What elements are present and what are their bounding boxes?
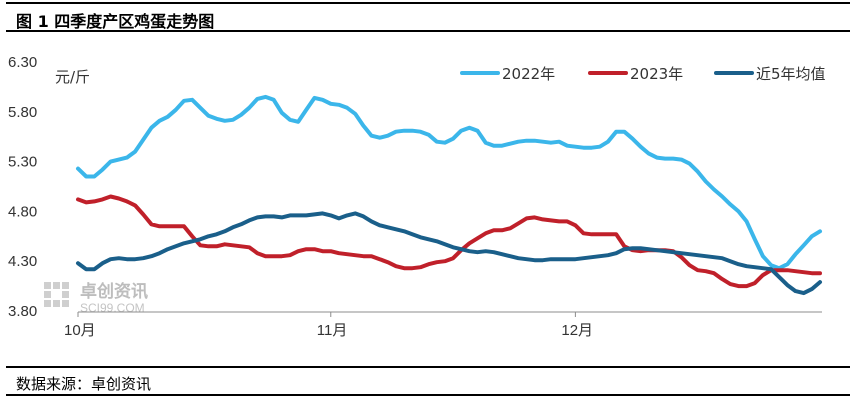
y-tick-label: 5.30 (8, 154, 37, 171)
y-unit-label: 元/斤 (55, 68, 90, 86)
watermark: 卓创资讯 SCI99.COM (44, 281, 148, 315)
source-bar: 数据来源：卓创资讯 (6, 366, 850, 396)
series-layer (76, 94, 822, 296)
watermark-logo-icon (44, 282, 69, 307)
y-tick-label: 4.30 (8, 253, 37, 270)
watermark-site: SCI99.COM (80, 301, 145, 315)
legend-label: 近5年均值 (756, 65, 826, 83)
chart-title: 图 1 四季度产区鸡蛋走势图 (16, 12, 215, 31)
title-bar: 图 1 四季度产区鸡蛋走势图 (6, 2, 850, 32)
watermark-name: 卓创资讯 (80, 281, 148, 302)
data-source: 数据来源：卓创资讯 (16, 375, 152, 393)
y-tick-label: 6.30 (8, 54, 37, 71)
legend-label: 2022年 (502, 65, 555, 83)
y-tick-label: 4.80 (8, 203, 37, 220)
series-line-1 (76, 94, 822, 271)
x-tick-label: 11月 (317, 322, 348, 339)
y-tick-label: 5.80 (8, 104, 37, 121)
x-tick-label: 12月 (561, 322, 593, 339)
axes: 3.80 4.30 4.80 5.30 5.80 6.30 10月 11月 12月 (8, 54, 822, 339)
legend-label: 2023年 (630, 65, 683, 83)
x-tick-label: 10月 (64, 322, 96, 339)
y-tick-label: 3.80 (8, 303, 37, 320)
legend: 2022年 2023年 近5年均值 (460, 65, 826, 83)
series-line-3 (76, 211, 822, 296)
series-line-2 (76, 194, 822, 289)
